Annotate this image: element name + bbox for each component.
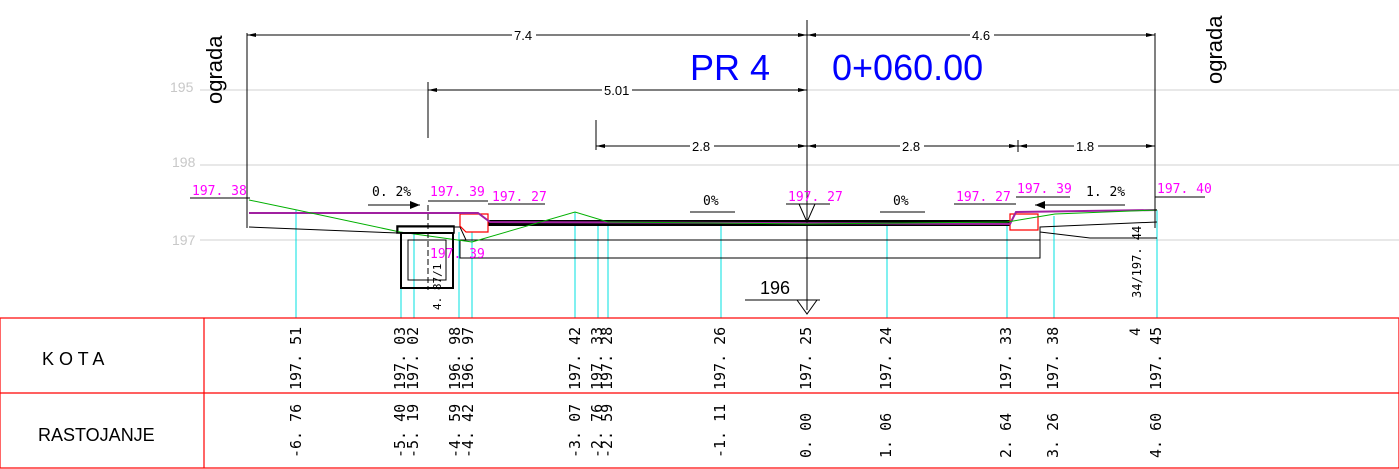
elev-right-curb-bottom: 197. 27	[956, 190, 1011, 205]
left-barrier-label: ograda	[202, 35, 227, 104]
rastojanje-value: -2. 59	[598, 404, 616, 458]
rastojanje-value: -3. 07	[566, 404, 584, 458]
elevation-marks: 197. 38 197. 39 197. 27 197. 27 197. 27 …	[190, 182, 1212, 298]
rastojanje-value: -4. 59	[446, 404, 464, 458]
data-table: K O T A RASTOJANJE 4	[0, 317, 1399, 469]
rastojanje-value: 4. 60	[1147, 413, 1165, 458]
dim-left-lane: 2.8	[692, 139, 710, 154]
slope-left-lane: 0%	[703, 194, 719, 209]
station-label: 0+060.00	[832, 47, 983, 88]
station-drop-lines	[295, 210, 1158, 318]
kota-value: 197. 33	[997, 327, 1015, 390]
slope-right-sidewalk: 1. 2%	[1086, 185, 1125, 200]
kota-value: 197. 33	[588, 327, 606, 390]
dimension-lines	[246, 20, 1156, 310]
drain-box	[396, 205, 455, 290]
rastojanje-value: 0. 00	[797, 413, 815, 458]
kota-value: 197. 02	[404, 327, 422, 390]
dim-left-inner: 5.01	[604, 83, 629, 98]
road-structure	[246, 199, 1158, 259]
profile-label: PR 4	[690, 47, 770, 88]
dim-left-total: 7.4	[514, 28, 532, 43]
kota-value: 197. 51	[287, 327, 305, 390]
kota-value: 197. 26	[711, 327, 729, 390]
kota-value: 197. 25	[797, 327, 815, 390]
dimension-arrows	[247, 33, 1155, 148]
kota-value: 197. 28	[598, 327, 616, 390]
datum-marker: 196	[745, 278, 820, 315]
kota-value: 196. 98	[446, 327, 464, 390]
elev-right-edge: 197. 40	[1157, 182, 1212, 197]
elev-center: 197. 27	[788, 190, 843, 205]
elev-left-curb-top: 197. 39	[430, 185, 485, 200]
slope-right-lane: 0%	[893, 194, 909, 209]
slope-indicators: 0. 2% 0% 0% 1. 2%	[368, 185, 1125, 213]
dimension-values: 7.4 4.6 5.01 2.8 2.8 1.8	[512, 28, 1098, 154]
rastojanje-value: 2. 64	[997, 413, 1015, 458]
dim-right-edge: 1.8	[1076, 139, 1094, 154]
drain-depth-label: 4. 87/1	[431, 264, 444, 310]
dim-right-lane: 2.8	[902, 139, 920, 154]
elev-right-vertical: 34/197. 44	[1130, 226, 1144, 298]
dim-right-total: 4.6	[972, 28, 990, 43]
table-columns: 197. 51 -6. 76 197. 03 -5. 40 197. 02 -5. 19 1…	[287, 327, 1165, 458]
elev-right-curb-top: 197. 39	[1017, 182, 1072, 197]
elev-left-curb-bottom: 197. 27	[492, 190, 547, 205]
table-row-kota-label: K O T A	[42, 349, 104, 369]
datum-label: 196	[760, 278, 790, 298]
rastojanje-value: -6. 76	[287, 404, 305, 458]
rastojanje-value: -5. 40	[391, 404, 409, 458]
kota-value: 197. 03	[391, 327, 409, 390]
elevation-grid	[200, 89, 1399, 241]
kota-value: 197. 42	[566, 327, 584, 390]
rastojanje-value: -5. 19	[404, 404, 422, 458]
rastojanje-value: -4. 42	[459, 404, 477, 458]
rastojanje-value: -1. 11	[711, 404, 729, 458]
grid-label-195: 195	[170, 79, 194, 95]
table-row-rastojanje-label: RASTOJANJE	[38, 425, 155, 445]
grid-label-197: 197	[172, 232, 196, 248]
rastojanje-value: -2. 76	[588, 404, 606, 458]
elev-drain: 197. 39	[430, 247, 485, 262]
kota-value: 197. 45	[1147, 327, 1165, 390]
kota-value: 197. 38	[1044, 327, 1062, 390]
grid-label-198: 198	[172, 154, 196, 170]
right-barrier-label: ograda	[1202, 15, 1227, 84]
kota-value: 197. 24	[877, 327, 895, 390]
table-extra-label: 4	[1128, 328, 1144, 336]
rastojanje-value: 3. 26	[1044, 413, 1062, 458]
slope-left-sidewalk: 0. 2%	[372, 185, 411, 200]
kota-value: 196. 97	[459, 327, 477, 390]
elev-left-edge: 197. 38	[192, 184, 247, 199]
rastojanje-value: 1. 06	[877, 413, 895, 458]
